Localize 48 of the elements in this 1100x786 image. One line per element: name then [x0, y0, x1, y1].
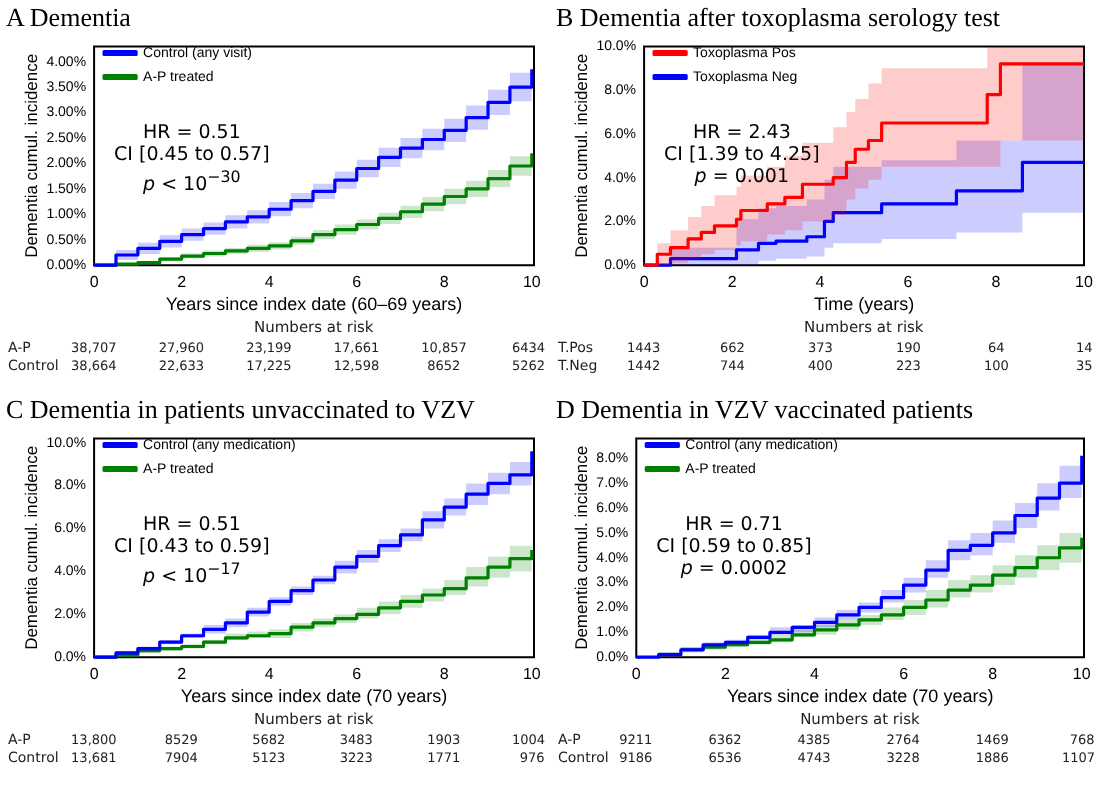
x-tick-label: 0: [639, 273, 650, 292]
x-tick-label: 8: [991, 273, 1002, 292]
x-tick-label: 0: [89, 273, 100, 292]
x-tick-label: 4: [810, 665, 821, 684]
annotation: CI [1.39 to 4.25]: [664, 144, 820, 167]
y-axis-title: Dementia cumul. incidence: [570, 445, 591, 650]
x-tick-label: 8: [439, 273, 450, 292]
chart-title: C Dementia in patients unvaccinated to VZV: [6, 394, 475, 426]
x-tick-label: 8: [988, 665, 999, 684]
annotation: HR = 0.51: [142, 122, 241, 145]
x-tick-label: 8: [439, 665, 450, 684]
annotation: CI [0.43 to 0.59]: [114, 536, 270, 559]
annotation: HR = 0.71: [685, 514, 783, 537]
chart-title: A Dementia: [6, 2, 131, 34]
y-axis-title: Dementia cumul. incidence: [20, 53, 41, 258]
x-axis-title: Years since index date (70 years): [180, 686, 448, 707]
x-tick-label: 10: [1075, 273, 1094, 292]
x-tick-label: 0: [631, 665, 642, 684]
y-axis-title: Dementia cumul. incidence: [20, 445, 41, 650]
y-axis-title: Dementia cumul. incidence: [570, 53, 591, 258]
annotation: HR = 2.43: [692, 122, 791, 145]
x-tick-label: 4: [264, 273, 275, 292]
x-tick-label: 6: [899, 665, 910, 684]
x-tick-label: 6: [903, 273, 914, 292]
annotation: HR = 0.51: [142, 514, 241, 537]
annotation: CI [0.45 to 0.57]: [114, 144, 270, 167]
x-tick-label: 10: [522, 273, 542, 292]
x-tick-label: 6: [352, 665, 363, 684]
x-tick-label: 2: [177, 665, 188, 684]
annotation: p < 10$^{−17}$: [143, 560, 241, 589]
annotation: p = 0.001: [694, 166, 790, 189]
annotation: CI [0.59 to 0.85]: [656, 536, 812, 559]
x-tick-label: 4: [264, 665, 275, 684]
x-axis-title: Time (years): [813, 294, 915, 315]
x-tick-label: 0: [89, 665, 100, 684]
chart-title: B Dementia after toxoplasma serology test: [556, 2, 1001, 34]
x-tick-label: 10: [522, 665, 542, 684]
x-tick-label: 2: [720, 665, 731, 684]
x-axis-title: Years since index date (60–69 years): [165, 294, 463, 315]
chart-title: D Dementia in VZV vaccinated patients: [556, 394, 974, 426]
x-tick-label: 10: [1072, 665, 1092, 684]
x-tick-label: 2: [727, 273, 738, 292]
x-tick-label: 2: [177, 273, 188, 292]
x-tick-label: 4: [815, 273, 826, 292]
annotation: p = 0.0002: [680, 558, 788, 581]
x-axis-title: Years since index date (70 years): [726, 686, 994, 707]
x-tick-label: 6: [352, 273, 363, 292]
annotation: p < 10$^{−30}$: [143, 168, 241, 197]
